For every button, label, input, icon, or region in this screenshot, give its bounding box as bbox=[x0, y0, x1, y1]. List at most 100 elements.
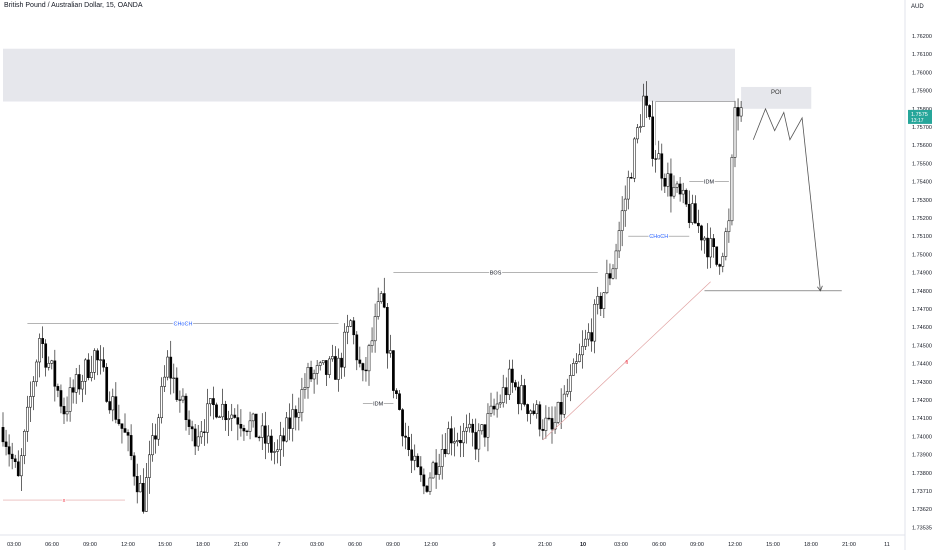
candle-body bbox=[706, 237, 709, 258]
candle-body bbox=[739, 107, 743, 117]
x-tick-label: 11 bbox=[884, 542, 890, 548]
candle-body bbox=[459, 439, 462, 444]
candle-body bbox=[178, 399, 182, 401]
candle-body bbox=[35, 361, 38, 382]
x-tick-label: 12:00 bbox=[121, 542, 135, 548]
candle-body bbox=[376, 301, 380, 317]
supply-zone bbox=[3, 48, 735, 102]
candle-body bbox=[541, 428, 545, 431]
candle-body bbox=[4, 441, 8, 447]
y-tick-label: 1.74600 bbox=[912, 325, 932, 331]
candle-body bbox=[434, 462, 438, 475]
candle-body bbox=[160, 386, 163, 418]
candle-body bbox=[623, 198, 627, 212]
candle-body bbox=[556, 402, 560, 423]
y-tick-label: 1.74700 bbox=[912, 307, 932, 313]
x-tick-label: 09:00 bbox=[83, 542, 97, 548]
candle-body bbox=[440, 449, 444, 467]
candle-body bbox=[221, 403, 224, 418]
candle-body bbox=[471, 423, 475, 433]
candle-body bbox=[7, 446, 11, 455]
fib-label: fi bbox=[625, 360, 628, 366]
candle-body bbox=[44, 343, 48, 368]
x-tick-label: 21:00 bbox=[234, 542, 248, 548]
candle-body bbox=[236, 417, 240, 425]
candle-body bbox=[578, 354, 581, 362]
candle-body bbox=[117, 419, 121, 424]
y-tick-label: 1.73535 bbox=[912, 525, 932, 531]
x-tick-label: 21:00 bbox=[538, 542, 552, 548]
candle-body bbox=[279, 435, 282, 451]
candle-body bbox=[233, 414, 237, 418]
chart-title: British Pound / Australian Dollar, 15, O… bbox=[4, 2, 143, 9]
candle-body bbox=[639, 126, 642, 128]
x-tick-label: 18:00 bbox=[196, 542, 210, 548]
candle-body bbox=[132, 455, 136, 477]
candle-body bbox=[657, 153, 661, 160]
candle-body bbox=[56, 386, 60, 391]
candle-body bbox=[681, 189, 685, 195]
candle-body bbox=[523, 385, 526, 405]
candle-body bbox=[520, 385, 523, 405]
label-choch: CHoCH bbox=[173, 322, 192, 328]
label-idm: IDM bbox=[704, 180, 715, 186]
candle-body bbox=[562, 393, 566, 415]
candle-body bbox=[568, 375, 572, 392]
candle-body bbox=[465, 427, 468, 432]
price-tag-time: 13:17 bbox=[911, 118, 924, 124]
candle-body bbox=[651, 116, 654, 159]
x-tick-label: 12:00 bbox=[424, 542, 438, 548]
candle-body bbox=[62, 406, 66, 415]
candle-body bbox=[733, 107, 737, 158]
candle-body bbox=[590, 332, 593, 342]
y-tick-label: 1.75900 bbox=[912, 89, 932, 95]
candle-body bbox=[50, 360, 54, 364]
candle-body bbox=[544, 417, 548, 431]
candle-body bbox=[300, 389, 304, 413]
candle-body bbox=[257, 436, 261, 439]
structure-top-line bbox=[655, 101, 735, 146]
y-tick-label: 1.75800 bbox=[912, 107, 932, 113]
candle-body bbox=[486, 413, 490, 438]
candle-body bbox=[413, 455, 417, 461]
candle-body bbox=[468, 423, 471, 429]
poi-zone bbox=[741, 86, 812, 109]
x-tick-label: 06:00 bbox=[348, 542, 362, 548]
x-tick-label: 03:00 bbox=[7, 542, 21, 548]
candle-body bbox=[157, 417, 160, 440]
candle-body bbox=[581, 346, 584, 356]
candle-body bbox=[172, 377, 176, 379]
x-tick-label: 09:00 bbox=[690, 542, 704, 548]
candle-body bbox=[620, 210, 624, 231]
candle-body bbox=[273, 451, 276, 453]
candle-body bbox=[96, 350, 99, 361]
candle-body bbox=[446, 428, 450, 455]
label-x: x bbox=[63, 498, 66, 504]
candle-body bbox=[727, 220, 731, 232]
candle-body bbox=[151, 435, 154, 456]
candle-body bbox=[245, 430, 249, 433]
candle-body bbox=[47, 363, 51, 368]
candle-body bbox=[215, 404, 218, 418]
candle-body bbox=[193, 428, 197, 447]
candle-body bbox=[224, 403, 228, 421]
candle-body bbox=[334, 356, 337, 380]
candle-body bbox=[190, 426, 194, 430]
candle-body bbox=[324, 360, 328, 375]
candle-body bbox=[19, 455, 23, 477]
candle-body bbox=[422, 474, 426, 487]
candle-body bbox=[129, 435, 133, 456]
candle-body bbox=[23, 431, 26, 456]
candle-body bbox=[700, 225, 703, 241]
candle-body bbox=[666, 173, 670, 187]
x-tick-label: 06:00 bbox=[652, 542, 666, 548]
y-tick-label: 1.74300 bbox=[912, 380, 932, 386]
candle-body bbox=[453, 441, 456, 444]
candle-body bbox=[364, 369, 368, 372]
candle-body bbox=[84, 359, 87, 382]
x-tick-label: 12:00 bbox=[728, 542, 742, 548]
candle-body bbox=[321, 360, 325, 364]
candle-body bbox=[230, 414, 234, 419]
